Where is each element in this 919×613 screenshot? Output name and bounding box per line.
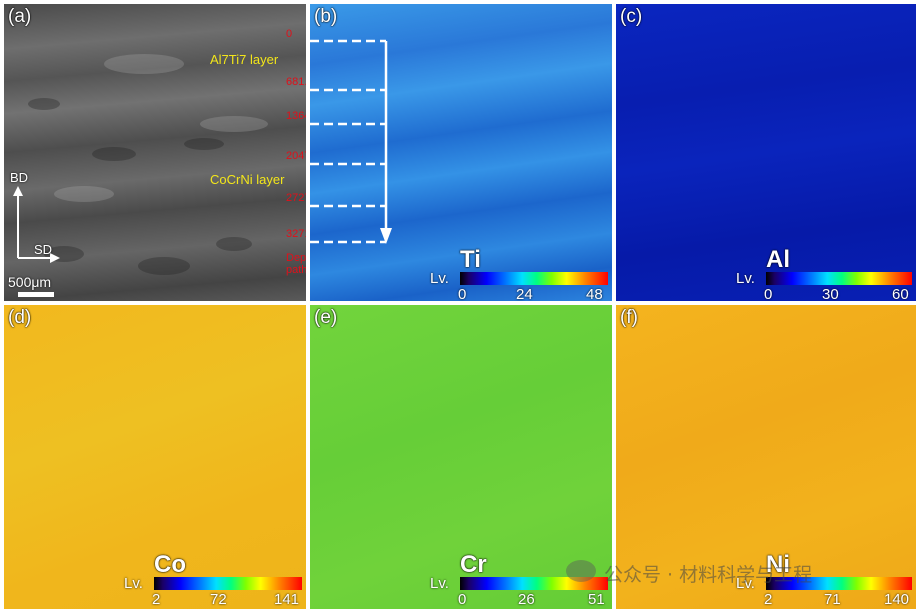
colorbar-tick-max: 141 xyxy=(274,591,300,608)
layer-label-cocrni: CoCrNi layer xyxy=(210,172,285,187)
colorbar-ti xyxy=(460,272,608,285)
depth-label-5: 3271.8 xyxy=(286,228,306,240)
panel-d-label: (d) xyxy=(8,307,32,328)
colorbar-tick-max: 48 xyxy=(586,286,603,301)
colorbar-tick-mid: 24 xyxy=(516,286,533,301)
depth-label-2: 1364.2 xyxy=(286,110,306,122)
depth-path-overlay xyxy=(310,39,392,244)
panel-b-ti-map: (b) Ti Lv. 0 24 48 xyxy=(310,4,612,301)
scale-bar xyxy=(18,292,54,297)
colorbar-cr xyxy=(460,577,608,590)
sem-texture xyxy=(28,54,268,275)
colorbar-tick-mid: 26 xyxy=(518,591,535,608)
colorbar-tick-mid: 30 xyxy=(822,286,839,301)
colorbar-tick-min: 0 xyxy=(458,286,467,301)
colorbar-tick-mid: 71 xyxy=(824,591,841,608)
colorbar-tick-min: 2 xyxy=(152,591,161,608)
colorbar-ni xyxy=(766,577,912,590)
panel-f-ni-map: (f) Ni Lv. 2 71 140 xyxy=(616,305,916,609)
scale-bar-label: 500μm xyxy=(8,274,52,290)
bd-sd-axes-icon xyxy=(13,186,60,263)
watermark-text: 公众号 · 材料科学与工程 xyxy=(604,564,813,586)
panel-a-label: (a) xyxy=(8,6,32,27)
panel-c-al-map: (c) Al Lv. 0 30 60 xyxy=(616,4,916,301)
colorbar-tick-max: 60 xyxy=(892,286,909,301)
axis-label-sd: SD xyxy=(34,242,53,257)
panel-c-label: (c) xyxy=(620,6,643,27)
depth-label-4: 2727.6 xyxy=(286,192,306,204)
colorbar-lv-label: Lv. xyxy=(736,270,755,287)
depth-label-3: 2047.1 xyxy=(286,150,306,162)
panel-f-label: (f) xyxy=(620,307,638,328)
panel-d-co-map: (d) Co Lv. 2 72 141 xyxy=(4,305,306,609)
panel-a-sem: (a) 0 681.7 1364.2 2047.1 2727.6 3271.8 … xyxy=(4,4,306,301)
colorbar-lv-label: Lv. xyxy=(124,575,143,592)
depth-label-0: 0 xyxy=(286,28,293,40)
colorbar-lv-label: Lv. xyxy=(430,270,449,287)
colorbar-lv-label: Lv. xyxy=(736,575,755,592)
colorbar-tick-min: 0 xyxy=(458,591,467,608)
element-symbol-co: Co xyxy=(154,551,186,578)
colorbar-tick-min: 0 xyxy=(764,286,773,301)
element-symbol-cr: Cr xyxy=(460,551,487,578)
colorbar-al xyxy=(766,272,912,285)
depth-path-label: Depth path xyxy=(286,252,306,276)
element-symbol-ti: Ti xyxy=(460,246,481,273)
element-symbol-ni: Ni xyxy=(766,551,790,578)
colorbar-tick-mid: 72 xyxy=(210,591,227,608)
colorbar-co xyxy=(154,577,302,590)
colorbar-tick-max: 140 xyxy=(884,591,910,608)
axis-label-bd: BD xyxy=(10,170,29,185)
panel-e-label: (e) xyxy=(314,307,338,328)
depth-label-1: 681.7 xyxy=(286,76,306,88)
colorbar-tick-min: 2 xyxy=(764,591,773,608)
panel-e-cr-map: (e) Cr Lv. 0 26 51 xyxy=(310,305,612,609)
colorbar-lv-label: Lv. xyxy=(430,575,449,592)
layer-label-al7ti7: Al7Ti7 layer xyxy=(210,52,279,67)
element-symbol-al: Al xyxy=(766,246,790,273)
wechat-icon xyxy=(566,560,596,582)
colorbar-tick-max: 51 xyxy=(588,591,605,608)
panel-b-label: (b) xyxy=(314,6,338,27)
